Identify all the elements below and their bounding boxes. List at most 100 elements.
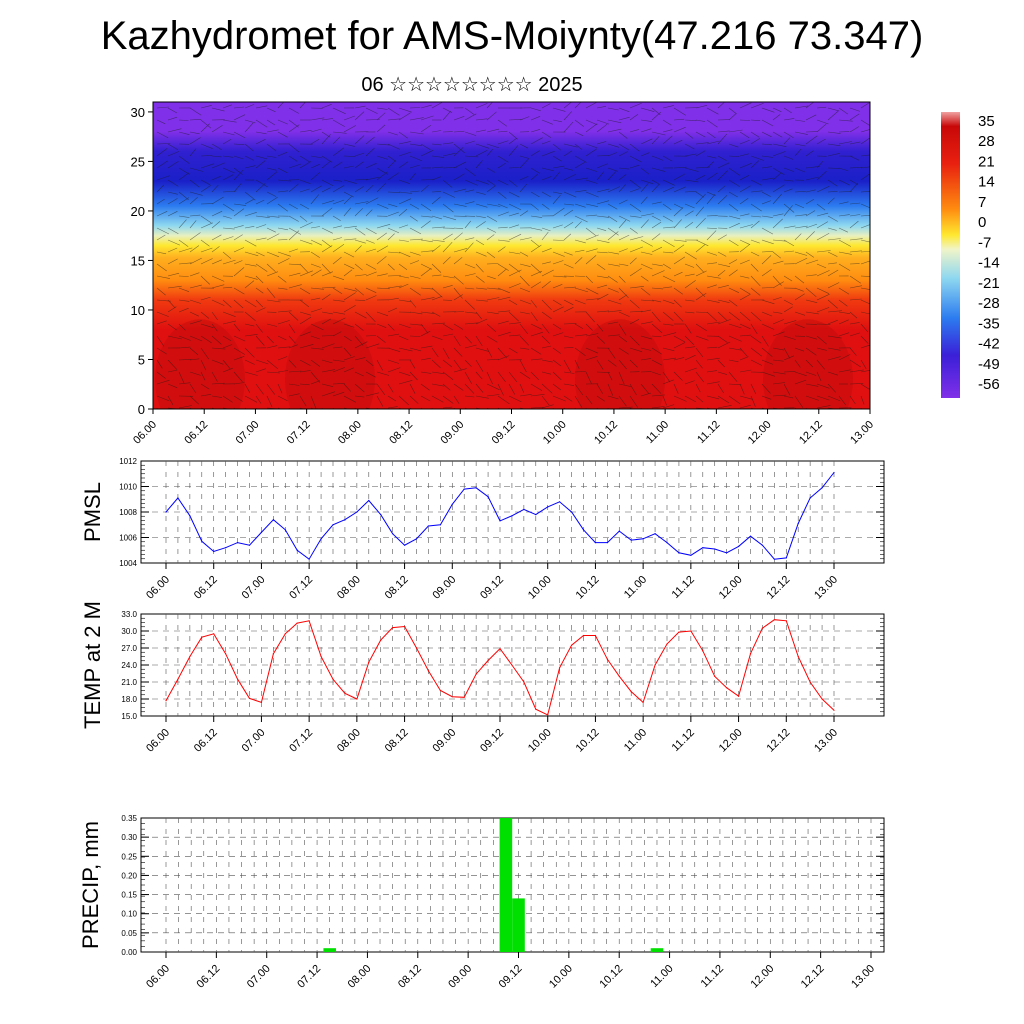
panel-3-ylabel: PRECIP, mm bbox=[78, 821, 103, 949]
panel-3-x-tick-label-14: 13.00 bbox=[849, 963, 877, 991]
panel-2-y-tick-label-1: 18.0 bbox=[121, 695, 137, 704]
heatmap-y-tick-label-2: 10 bbox=[131, 303, 145, 318]
data-point-1-55 bbox=[821, 487, 823, 489]
data-point-1-17 bbox=[368, 499, 370, 502]
heatmap-y-tick-label-4: 20 bbox=[131, 204, 145, 219]
data-point-1-27 bbox=[487, 496, 489, 498]
data-point-2-31 bbox=[535, 708, 537, 710]
panel-1-x-tick-label-7: 09.12 bbox=[478, 574, 506, 602]
data-point-2-4 bbox=[213, 633, 215, 635]
data-point-1-36 bbox=[594, 542, 597, 544]
data-point-1-23 bbox=[439, 524, 441, 526]
panel-1-x-tick-label-2: 07.00 bbox=[240, 574, 268, 602]
panel-1-ylabel: PMSL bbox=[80, 482, 105, 542]
page-title: Kazhydromet for AMS-Moiynty(47.216 73.34… bbox=[100, 14, 924, 58]
panel-2-x-tick-label-0: 06.00 bbox=[144, 727, 172, 755]
data-point-2-44 bbox=[690, 630, 692, 632]
data-point-1-46 bbox=[714, 548, 716, 550]
data-point-1-56 bbox=[833, 471, 835, 474]
data-point-1-25 bbox=[463, 488, 465, 490]
panel-1-x-tick-label-13: 12.12 bbox=[764, 574, 792, 602]
panel-3-x-tick-label-11: 11.12 bbox=[699, 963, 726, 990]
data-point-2-5 bbox=[225, 653, 227, 655]
data-point-2-49 bbox=[749, 653, 752, 655]
heatmap-x-tick-label-7: 09.12 bbox=[490, 419, 518, 447]
data-point-2-36 bbox=[594, 634, 597, 637]
colorbar-label-9: -28 bbox=[978, 295, 1000, 312]
panel-3-x-tick-label-12: 12.00 bbox=[748, 963, 776, 991]
panel-2-y-tick-label-6: 33.0 bbox=[121, 610, 137, 619]
data-point-1-44 bbox=[690, 554, 692, 556]
colorbar-label-0: 35 bbox=[978, 113, 995, 130]
heatmap-x-tick-label-6: 09.00 bbox=[438, 419, 466, 447]
panel-2: 15.0 18.0 21.0 24.0 27.0 30.0 33.0 06.00 06.12 07… bbox=[80, 601, 885, 755]
data-point-2-23 bbox=[439, 689, 441, 692]
panel-3-x-tick-label-7: 09.12 bbox=[497, 963, 525, 991]
panel-1-x-tick-label-6: 09.00 bbox=[430, 574, 458, 602]
panel-3-x-tick-label-5: 08.12 bbox=[396, 963, 424, 991]
panel-1: 1004 1006 1008 1010 1012 06.00 06.12 07.00 07.12… bbox=[80, 457, 885, 602]
data-point-2-50 bbox=[761, 627, 764, 629]
data-point-1-37 bbox=[606, 542, 609, 544]
data-point-1-31 bbox=[535, 514, 537, 516]
data-point-2-56 bbox=[833, 709, 835, 711]
data-point-2-32 bbox=[547, 714, 549, 716]
data-point-1-9 bbox=[272, 519, 274, 521]
page-subtitle: 06 ☆☆☆☆☆☆☆☆ 2025 bbox=[361, 74, 583, 96]
panel-3-x-tick-label-10: 11.00 bbox=[648, 963, 675, 990]
data-point-1-0 bbox=[165, 511, 167, 513]
data-point-1-15 bbox=[344, 519, 346, 521]
colorbar-label-10: -35 bbox=[978, 315, 1000, 332]
panel-3-y-tick-label-5: 0.25 bbox=[121, 852, 137, 861]
data-point-2-26 bbox=[475, 673, 477, 675]
colorbar-label-8: -21 bbox=[978, 275, 1000, 292]
panel-2-y-tick-label-2: 21.0 bbox=[121, 678, 137, 687]
panel-2-x-tick-label-1: 06.12 bbox=[192, 727, 220, 755]
heatmap-x-tick-label-3: 07.12 bbox=[285, 419, 313, 447]
data-point-1-40 bbox=[642, 538, 644, 540]
data-point-1-32 bbox=[547, 506, 549, 508]
panel-2-x-tick-label-6: 09.00 bbox=[430, 727, 458, 755]
heatmap-x-tick-label-0: 06.00 bbox=[131, 419, 159, 447]
data-point-2-48 bbox=[738, 695, 740, 697]
data-point-2-12 bbox=[308, 620, 310, 622]
data-point-1-30 bbox=[523, 508, 525, 510]
data-point-2-45 bbox=[702, 650, 704, 652]
data-point-1-5 bbox=[225, 547, 227, 549]
heatmap-x-tick-label-14: 13.00 bbox=[848, 419, 876, 447]
data-point-1-35 bbox=[582, 529, 585, 531]
panel-2-y-tick-label-0: 15.0 bbox=[121, 712, 137, 721]
warm-core-0 bbox=[155, 319, 245, 409]
panel-3-x-tick-label-4: 08.00 bbox=[346, 963, 374, 991]
data-point-1-48 bbox=[738, 545, 740, 548]
data-point-1-10 bbox=[284, 529, 286, 531]
heatmap-y-tick-label-3: 15 bbox=[131, 253, 145, 268]
colorbar-label-4: 7 bbox=[978, 194, 986, 211]
data-point-1-43 bbox=[678, 552, 680, 554]
data-point-1-38 bbox=[618, 530, 620, 532]
data-point-1-52 bbox=[785, 557, 787, 559]
data-point-1-19 bbox=[392, 533, 394, 535]
data-point-2-25 bbox=[463, 696, 465, 698]
colorbar-label-3: 14 bbox=[978, 174, 995, 191]
panel-1-y-tick-label-4: 1012 bbox=[119, 457, 137, 466]
data-point-2-39 bbox=[630, 691, 632, 693]
data-point-1-22 bbox=[427, 525, 429, 527]
panel-1-y-tick-label-3: 1010 bbox=[119, 483, 137, 492]
panel-3-y-tick-label-2: 0.10 bbox=[121, 910, 137, 919]
data-point-2-15 bbox=[344, 692, 346, 694]
warm-core-2 bbox=[575, 319, 665, 409]
data-point-1-29 bbox=[511, 515, 513, 517]
data-point-1-11 bbox=[296, 549, 298, 551]
panel-1-x-tick-label-12: 12.00 bbox=[717, 574, 745, 602]
data-point-1-12 bbox=[308, 558, 310, 560]
panel-2-x-tick-label-3: 07.12 bbox=[287, 727, 315, 755]
panel-3-y-tick-label-4: 0.20 bbox=[121, 871, 137, 880]
data-point-2-54 bbox=[809, 681, 811, 683]
panel-3: 0.00 0.05 0.10 0.15 0.20 0.25 0.30 0.35 06.00 06.… bbox=[78, 814, 885, 991]
warm-core-3 bbox=[763, 319, 853, 409]
colorbar-label-12: -49 bbox=[978, 356, 1000, 373]
data-point-1-28 bbox=[499, 520, 501, 522]
heatmap-x-tick-label-5: 08.12 bbox=[387, 419, 415, 447]
